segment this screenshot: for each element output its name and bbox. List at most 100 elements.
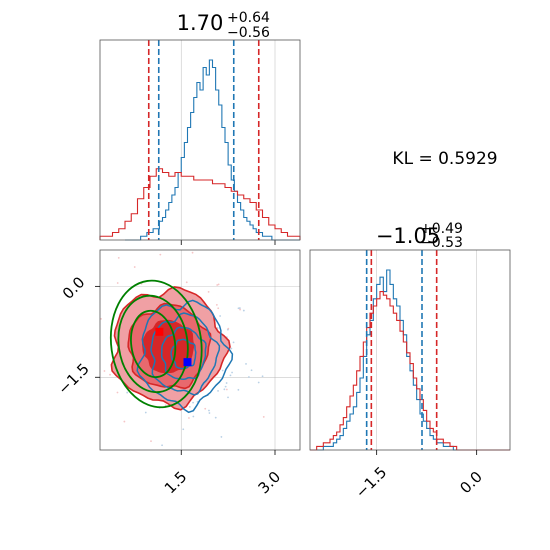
marginal-x1-histograms <box>99 59 301 241</box>
joint-scatter-point <box>188 417 190 419</box>
marginal-x2-frame <box>309 249 511 451</box>
joint-scatter-point <box>238 307 241 309</box>
joint-green-ellipses <box>109 279 203 409</box>
joint-ytick-label-1: −1.5 <box>54 360 92 398</box>
joint-scatter-point <box>208 412 211 414</box>
joint-scatter-point <box>217 390 219 392</box>
joint-scatter-point <box>86 320 88 322</box>
joint-scatter-point <box>182 428 185 431</box>
marginal-x2-median: −1.05 <box>376 224 440 248</box>
joint-scatter-point <box>262 416 265 418</box>
joint-scatter-point <box>216 327 219 329</box>
joint-panel: 0.0 −1.5 1.5 3.0 <box>54 245 301 498</box>
joint-scatter-point <box>224 385 227 388</box>
marginal-x1-frame <box>99 39 301 241</box>
joint-scatter-point <box>95 295 97 297</box>
joint-scatter-point <box>214 416 217 419</box>
joint-marker-0 <box>155 327 164 336</box>
marginal-x1-median: 1.70 <box>177 11 224 35</box>
joint-scatter-point <box>219 315 222 317</box>
marginal-x2-title: −1.05 <box>376 224 440 248</box>
joint-scatter-point <box>225 382 228 384</box>
marginal-x1-series-1-steps <box>99 168 301 240</box>
joint-scatter-point <box>221 369 224 372</box>
marginal-x2-ticks <box>376 450 478 455</box>
marginal-x2-histograms <box>310 269 510 451</box>
marginal-x2-plus: +0.49 <box>420 221 463 237</box>
joint-green-ellipse-0 <box>130 309 177 378</box>
joint-marker-1 <box>183 358 192 367</box>
joint-scatter-point <box>185 281 188 284</box>
joint-scatter-point <box>227 396 229 399</box>
joint-scatter-point <box>191 251 194 254</box>
joint-scatter-point <box>144 411 147 414</box>
joint-scatter-point <box>116 282 119 284</box>
joint-scatter-point <box>192 415 195 418</box>
marginal-x2-panel: −1.05 +0.49 −0.53 −1.5 0.0 <box>309 221 511 502</box>
joint-scatter-point <box>100 317 102 320</box>
marginal-x1-minus: −0.56 <box>227 25 270 41</box>
joint-scatter-point <box>123 420 126 423</box>
joint-scatter-point <box>215 303 218 306</box>
joint-scatter-point <box>242 309 245 312</box>
marginal-x1-title: 1.70 <box>177 11 224 35</box>
joint-xtick-label-0: 1.5 <box>161 468 191 498</box>
joint-scatter-point <box>261 375 264 378</box>
marginal-x2-xtick-label-0: −1.5 <box>352 463 390 501</box>
joint-xtick-label-1: 3.0 <box>255 468 285 498</box>
marginal-x1-panel: 1.70 +0.64 −0.56 <box>99 10 301 245</box>
marginal-x2-series-1-steps <box>310 291 510 451</box>
joint-scatter-point <box>103 370 106 372</box>
joint-green-ellipse-2 <box>109 279 203 409</box>
joint-green-ellipse-1 <box>117 294 189 394</box>
joint-scatter-point <box>232 341 235 344</box>
marginal-x2-xtick-label-1: 0.0 <box>456 468 486 498</box>
joint-scatter-point <box>88 343 90 345</box>
joint-scatter-point <box>248 376 250 378</box>
joint-scatter-point <box>161 444 163 447</box>
joint-scatter-point <box>91 397 93 399</box>
joint-scatter-point <box>97 326 99 328</box>
marginal-x2-minus: −0.53 <box>420 235 463 251</box>
joint-scatter-point <box>229 374 232 377</box>
joint-scatter-point <box>76 299 78 301</box>
joint-scatter-point <box>204 407 207 410</box>
joint-scatter-point <box>237 388 240 391</box>
joint-scatter-point <box>133 266 136 268</box>
joint-scatter-point <box>192 401 194 404</box>
joint-scatter-point <box>138 245 140 247</box>
marginal-x2-grid <box>376 250 477 450</box>
joint-scatter-point <box>97 330 99 332</box>
joint-scatter-point <box>257 381 260 384</box>
joint-blue-contour-0 <box>136 299 234 414</box>
joint-scatter-point <box>250 369 253 372</box>
joint-scatter-point <box>217 307 220 310</box>
joint-scatter-point <box>117 257 120 259</box>
joint-scatter-point <box>216 284 219 286</box>
joint-markers <box>155 327 192 367</box>
joint-blue-contour-1 <box>150 312 221 396</box>
joint-scatter-point <box>223 388 226 391</box>
joint-scatter-point <box>126 391 129 394</box>
joint-scatter-point <box>98 346 100 348</box>
marginal-x1-grid <box>180 40 276 245</box>
kl-divergence-label: KL = 0.5929 <box>392 149 497 169</box>
joint-scatter-point <box>231 371 233 374</box>
joint-scatter-point <box>227 327 230 330</box>
marginal-x1-quantile-lines <box>147 40 260 240</box>
joint-blue-contour-2 <box>160 326 207 381</box>
joint-scatter-point <box>245 363 247 365</box>
joint-scatter-point <box>220 436 223 438</box>
joint-scatter-point <box>217 283 220 286</box>
joint-ticks <box>95 285 276 455</box>
joint-scatter-point <box>188 405 191 408</box>
joint-scatter-point <box>109 373 111 376</box>
marginal-x2-series-0-steps <box>316 269 477 451</box>
joint-scatter-point <box>150 440 152 442</box>
joint-scatter-point <box>116 391 119 394</box>
joint-frame <box>99 249 301 451</box>
joint-scatter-point <box>239 308 241 311</box>
joint-scatter-point <box>208 409 210 412</box>
joint-scatter-point <box>159 253 162 256</box>
